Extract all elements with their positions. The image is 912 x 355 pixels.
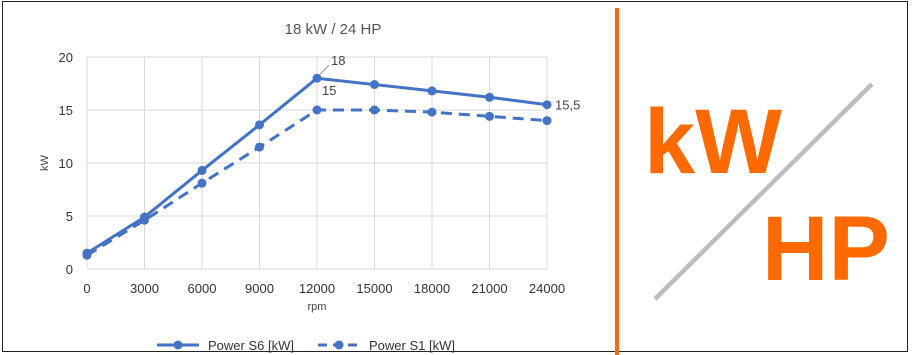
data-label: 18 bbox=[331, 53, 345, 68]
legend-swatch-marker bbox=[334, 340, 344, 350]
legend: Power S6 [kW] Power S1 [kW] bbox=[157, 338, 455, 353]
data-point bbox=[197, 178, 207, 188]
data-point bbox=[542, 116, 552, 126]
y-tick-label: 15 bbox=[59, 103, 73, 118]
gridlines bbox=[86, 56, 548, 270]
label-leader-line bbox=[318, 64, 330, 76]
x-tick-label: 18000 bbox=[414, 281, 450, 296]
data-point bbox=[485, 92, 494, 102]
y-tick-label: 0 bbox=[66, 262, 73, 277]
y-tick-label: 20 bbox=[59, 50, 73, 65]
data-label: 15 bbox=[322, 83, 336, 98]
data-point bbox=[82, 250, 92, 260]
data-point bbox=[485, 111, 494, 121]
y-axis-label: kW bbox=[39, 154, 51, 171]
data-point bbox=[427, 86, 437, 96]
logo-hp-text: HP bbox=[762, 198, 890, 300]
data-labels: 18 15 15,5 bbox=[318, 53, 580, 113]
x-tick-label: 3000 bbox=[130, 281, 159, 296]
legend-swatch-marker bbox=[173, 340, 183, 350]
data-point bbox=[542, 100, 552, 110]
data-point bbox=[140, 215, 149, 225]
chart-title: 18 kW / 24 HP bbox=[285, 21, 382, 38]
legend-label: Power S6 [kW] bbox=[208, 338, 294, 353]
x-axis-label: rpm bbox=[308, 301, 327, 313]
x-tick-label: 12000 bbox=[299, 281, 335, 296]
data-point bbox=[312, 73, 322, 83]
data-point bbox=[370, 80, 379, 90]
x-tick-label: 24000 bbox=[529, 281, 565, 296]
x-tick-label: 9000 bbox=[245, 281, 274, 296]
x-tick-label: 21000 bbox=[471, 281, 507, 296]
data-point bbox=[312, 105, 322, 115]
slash-line bbox=[653, 82, 874, 301]
x-tick-label: 0 bbox=[83, 281, 90, 296]
x-tick-label: 6000 bbox=[188, 281, 217, 296]
data-point bbox=[255, 142, 264, 152]
y-tick-label: 5 bbox=[66, 209, 73, 224]
y-tick-labels: 0 5 10 15 20 bbox=[59, 50, 73, 277]
x-tick-labels: 0 3000 6000 9000 12000 15000 18000 21000 24000 bbox=[83, 281, 565, 296]
series-lines bbox=[82, 73, 552, 260]
divider-bar bbox=[615, 8, 619, 355]
data-label: 15,5 bbox=[555, 98, 580, 113]
data-point bbox=[370, 105, 379, 115]
x-tick-label: 15000 bbox=[356, 281, 392, 296]
logo-kw-text: kW bbox=[644, 91, 782, 193]
data-point bbox=[427, 107, 437, 117]
kw-hp-logo: kW HP bbox=[644, 82, 890, 301]
data-point bbox=[197, 165, 207, 175]
legend-label: Power S1 [kW] bbox=[369, 338, 455, 353]
y-tick-label: 10 bbox=[59, 156, 73, 171]
data-point bbox=[255, 120, 264, 130]
